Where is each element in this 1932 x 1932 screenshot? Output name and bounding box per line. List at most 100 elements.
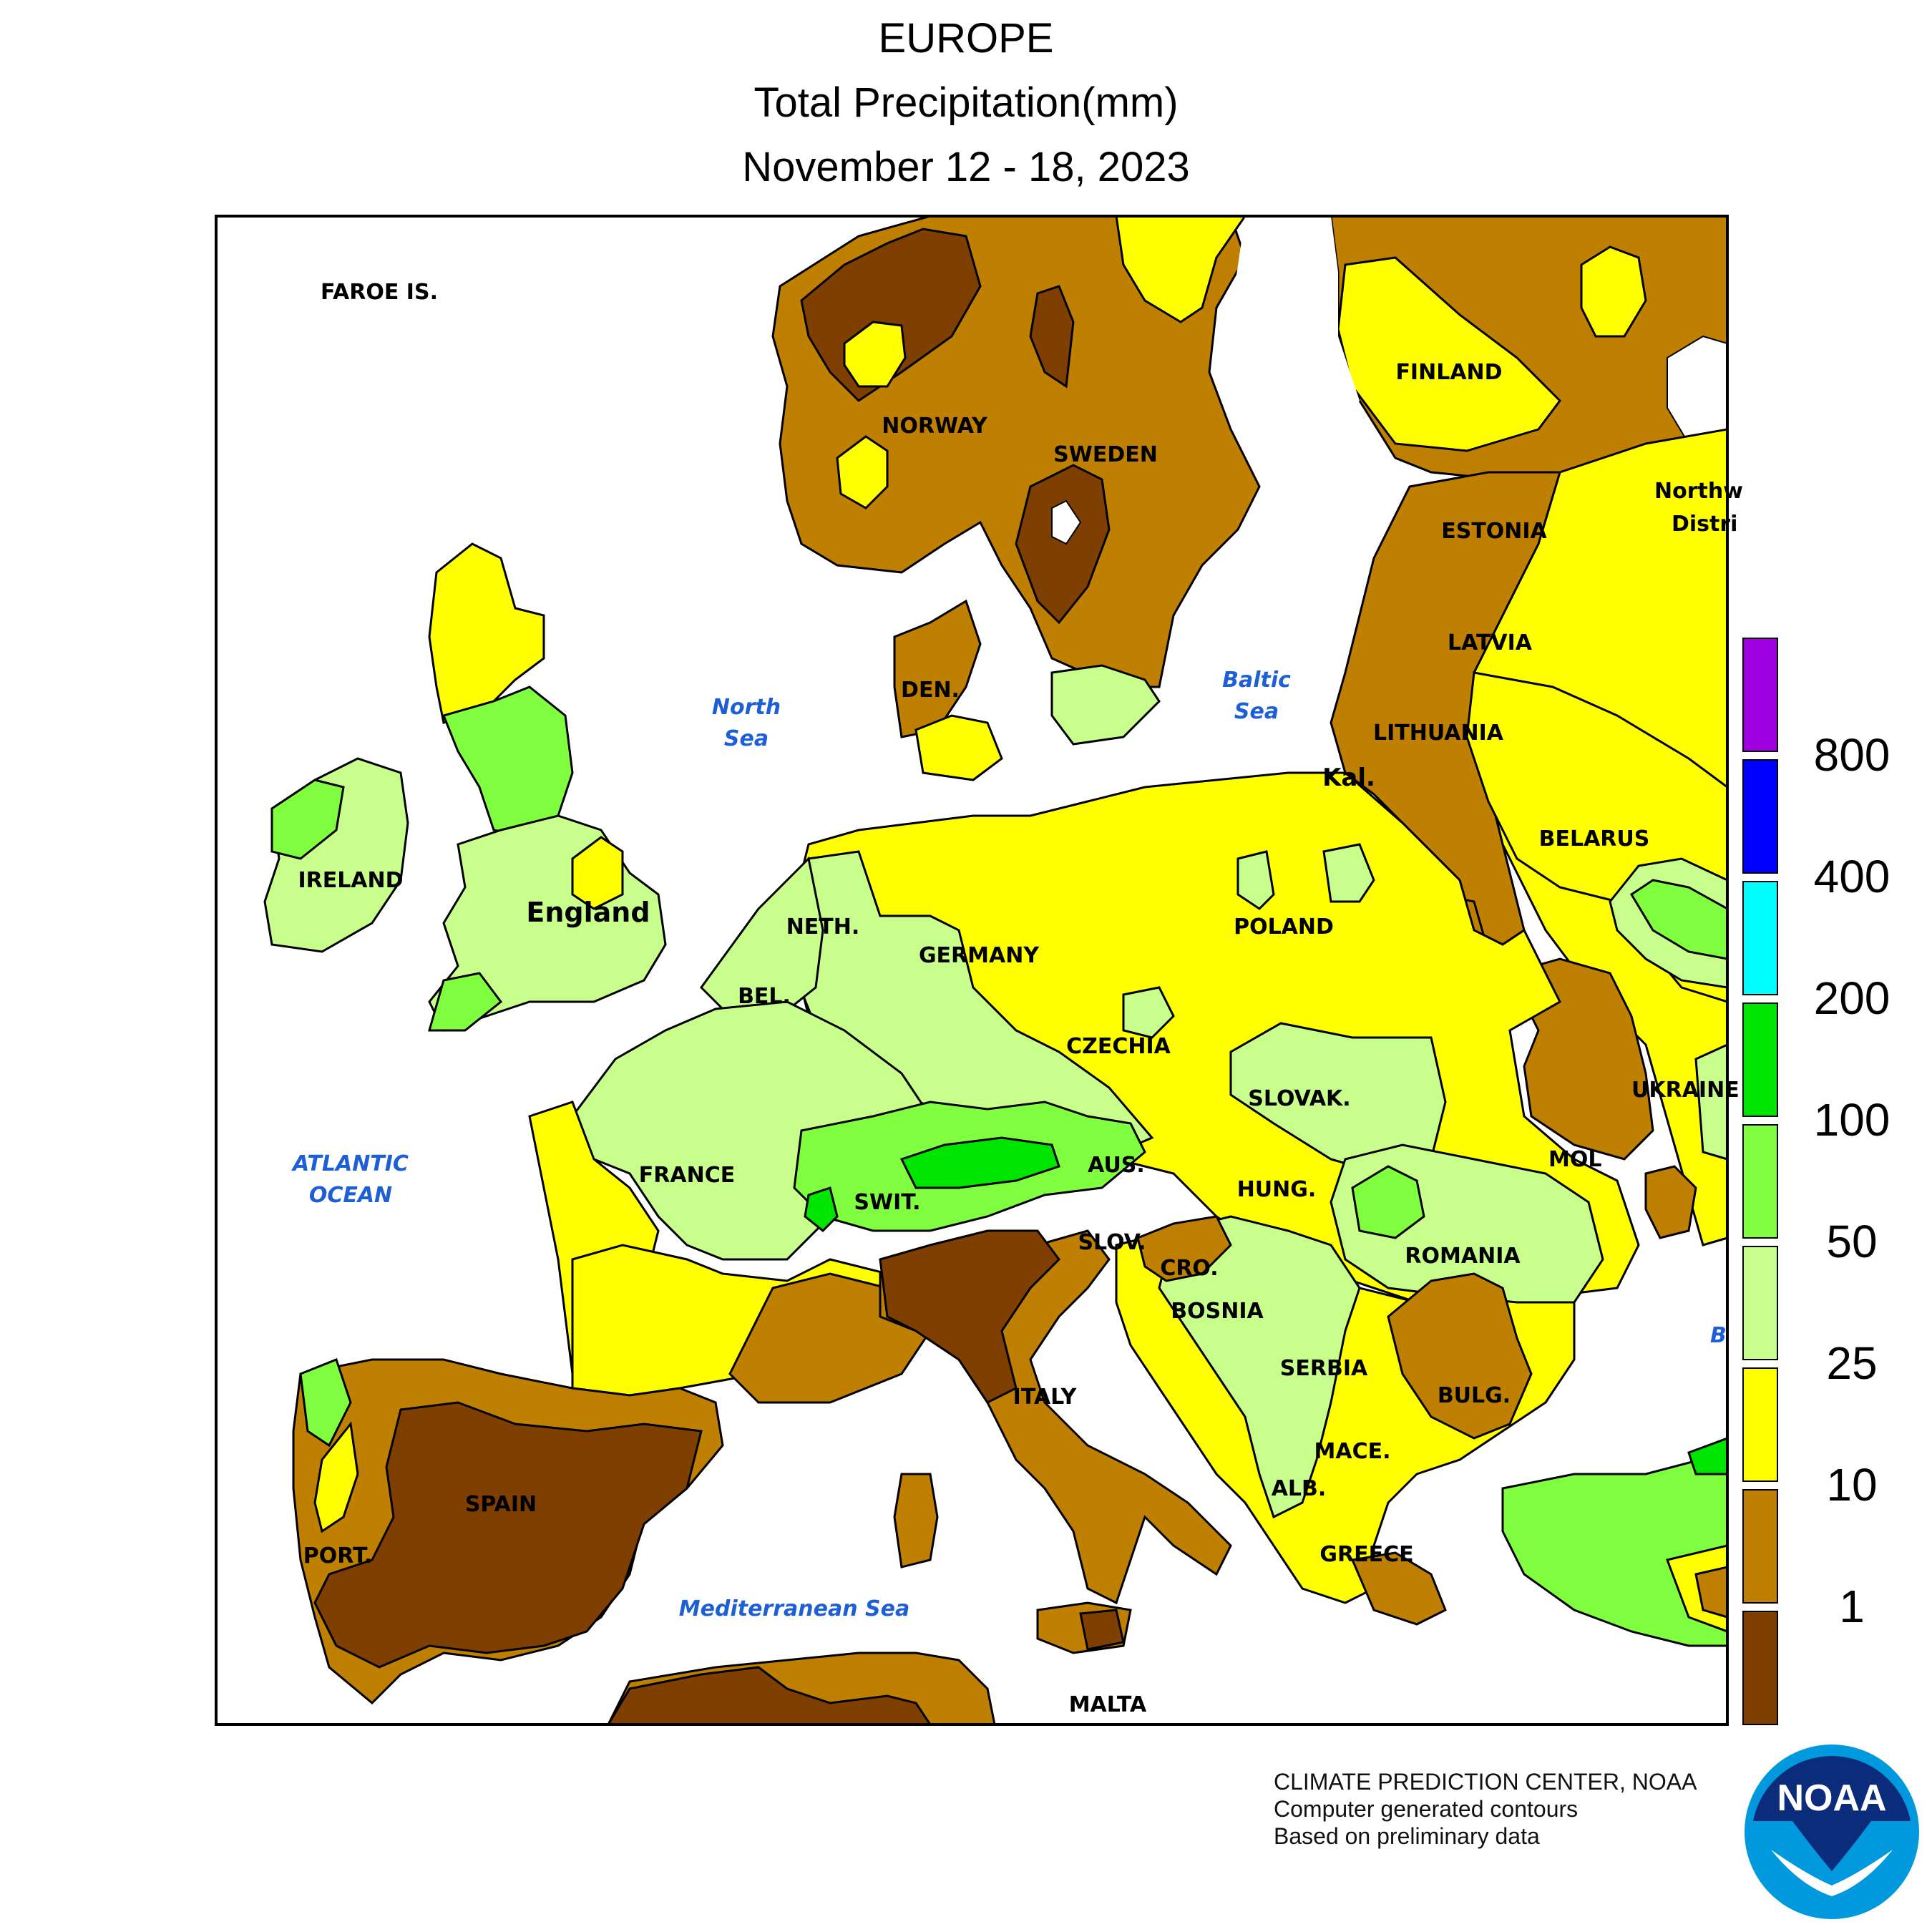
- denmark-yellow: [914, 714, 1003, 781]
- bulgaria-dry: [1387, 1272, 1533, 1440]
- sweden-lake-white: [1051, 499, 1082, 545]
- legend-break-100: 100: [1813, 1094, 1890, 1146]
- sweden-dry-core: [1015, 464, 1111, 625]
- label-switzerland: SWIT.: [854, 1190, 920, 1215]
- label-hungary: HUNG.: [1237, 1177, 1317, 1202]
- legend-colorbar: [1742, 638, 1778, 1725]
- label-austria: AUS.: [1088, 1153, 1145, 1178]
- label-poland: POLAND: [1234, 914, 1334, 940]
- poland-green-2: [1322, 843, 1375, 903]
- sweden-dry-strip: [1029, 285, 1075, 389]
- label-slovenia: SLOV.: [1078, 1230, 1146, 1255]
- label-faroe: FAROE IS.: [321, 280, 438, 305]
- portugal-green: [299, 1358, 352, 1448]
- label-portugal: PORT.: [303, 1543, 373, 1568]
- legend-swatch-200-400: [1742, 881, 1778, 995]
- legend-break-200: 200: [1813, 972, 1890, 1024]
- ukraine-bright-green: [1629, 879, 1727, 960]
- label-northwest-2: Distri: [1672, 512, 1737, 537]
- legend-break-800: 800: [1813, 729, 1890, 781]
- label-germany: GERMANY: [919, 943, 1040, 968]
- label-sweden: SWEDEN: [1053, 442, 1158, 467]
- legend-swatch-100-200: [1742, 1002, 1778, 1117]
- credit-agency: CLIMATE PREDICTION CENTER, NOAA: [1274, 1769, 1697, 1795]
- sardinia: [893, 1473, 939, 1568]
- label-spain: SPAIN: [465, 1492, 537, 1517]
- legend-swatch-1-10: [1742, 1489, 1778, 1604]
- romania-bright-green: [1351, 1165, 1425, 1239]
- sicily-dry: [1079, 1609, 1125, 1651]
- map-title-variable: Total Precipitation(mm): [753, 79, 1179, 126]
- label-lithuania: LITHUANIA: [1373, 721, 1504, 746]
- legend-break-1: 1: [1839, 1581, 1865, 1632]
- label-italy: ITALY: [1013, 1385, 1078, 1410]
- czech-green: [1122, 986, 1175, 1039]
- ukraine-green-east: [1694, 1043, 1727, 1161]
- label-baltic-1: Baltic: [1222, 668, 1291, 693]
- legend-swatch-under-1: [1742, 1611, 1778, 1725]
- label-slovakia: SLOVAK.: [1248, 1086, 1350, 1111]
- label-ireland: IRELAND: [298, 868, 403, 893]
- label-north-sea-2: Sea: [724, 726, 769, 751]
- label-black-sea-partial: B: [1710, 1323, 1727, 1348]
- turkey-dark-green: [1687, 1437, 1727, 1475]
- label-croatia: CRO.: [1160, 1256, 1218, 1281]
- balkans-green: [1158, 1215, 1361, 1519]
- benelux-green: [700, 856, 824, 1018]
- label-belgium: BEL.: [738, 984, 791, 1009]
- label-estonia: ESTONIA: [1441, 519, 1547, 544]
- label-northwest-1: Northw: [1654, 479, 1743, 504]
- poland-green-1: [1236, 850, 1275, 910]
- denmark-landmass: [893, 599, 982, 738]
- label-kaliningrad: Kal.: [1322, 763, 1375, 792]
- label-ukraine: UKRAINE: [1631, 1078, 1740, 1103]
- label-atlantic-1: ATLANTIC: [291, 1151, 409, 1176]
- map-title-region: EUROPE: [878, 15, 1054, 62]
- moldova-brown: [1644, 1165, 1697, 1239]
- credit-method: Computer generated contours: [1274, 1796, 1579, 1822]
- label-netherlands: NETH.: [786, 914, 860, 940]
- label-england: England: [526, 897, 650, 928]
- alps-dark-green: [899, 1136, 1060, 1189]
- spain-dry-core: [313, 1401, 703, 1669]
- legend-swatch-25-50: [1742, 1246, 1778, 1360]
- turkey-green: [1501, 1451, 1727, 1647]
- label-latvia: LATVIA: [1448, 630, 1533, 655]
- noaa-logo-text: NOAA: [1777, 1777, 1886, 1819]
- label-finland: FINLAND: [1395, 360, 1502, 385]
- label-bulgaria: BULG.: [1438, 1383, 1511, 1408]
- north-africa-dry: [607, 1666, 932, 1724]
- legend-swatch-10-25: [1742, 1367, 1778, 1482]
- label-france: FRANCE: [639, 1163, 735, 1188]
- noaa-logo: NOAA: [1745, 1745, 1919, 1919]
- turkey-brown: [1694, 1566, 1727, 1619]
- map-body: [216, 216, 1727, 1724]
- label-moldova: MOL: [1548, 1147, 1601, 1172]
- label-atlantic-2: OCEAN: [309, 1183, 392, 1208]
- legend-break-25: 25: [1826, 1337, 1878, 1389]
- label-malta: MALTA: [1069, 1692, 1147, 1717]
- norway-yellow-patch: [843, 321, 907, 388]
- water-labels: North Sea Baltic Sea ATLANTIC OCEAN Medi…: [291, 668, 1291, 1621]
- label-greece: GREECE: [1319, 1542, 1413, 1567]
- map-frame: [215, 215, 1729, 1726]
- label-serbia: SERBIA: [1280, 1356, 1368, 1381]
- gulf-of-bothnia: [1231, 216, 1360, 458]
- country-labels: FAROE IS. NORWAY SWEDEN FINLAND ESTONIA …: [298, 280, 1742, 1717]
- label-macedonia: MACE.: [1314, 1439, 1391, 1464]
- map-title-period: November 12 - 18, 2023: [742, 144, 1190, 190]
- finland-yellow-north: [1580, 245, 1647, 338]
- croatia-brown: [1136, 1215, 1232, 1282]
- sweden-yellow-north: [1115, 216, 1246, 323]
- greece-dry: [1350, 1551, 1447, 1626]
- norway-yellow-south: [836, 435, 889, 509]
- south-sweden-green: [1050, 664, 1161, 746]
- legend-break-10: 10: [1826, 1459, 1878, 1511]
- label-denmark: DEN.: [901, 678, 960, 703]
- label-mediterranean: Mediterranean Sea: [679, 1596, 909, 1621]
- england-yellow: [571, 836, 624, 910]
- ireland-green-west: [270, 779, 345, 860]
- legend-break-50: 50: [1826, 1216, 1878, 1267]
- label-bosnia: BOSNIA: [1171, 1299, 1264, 1324]
